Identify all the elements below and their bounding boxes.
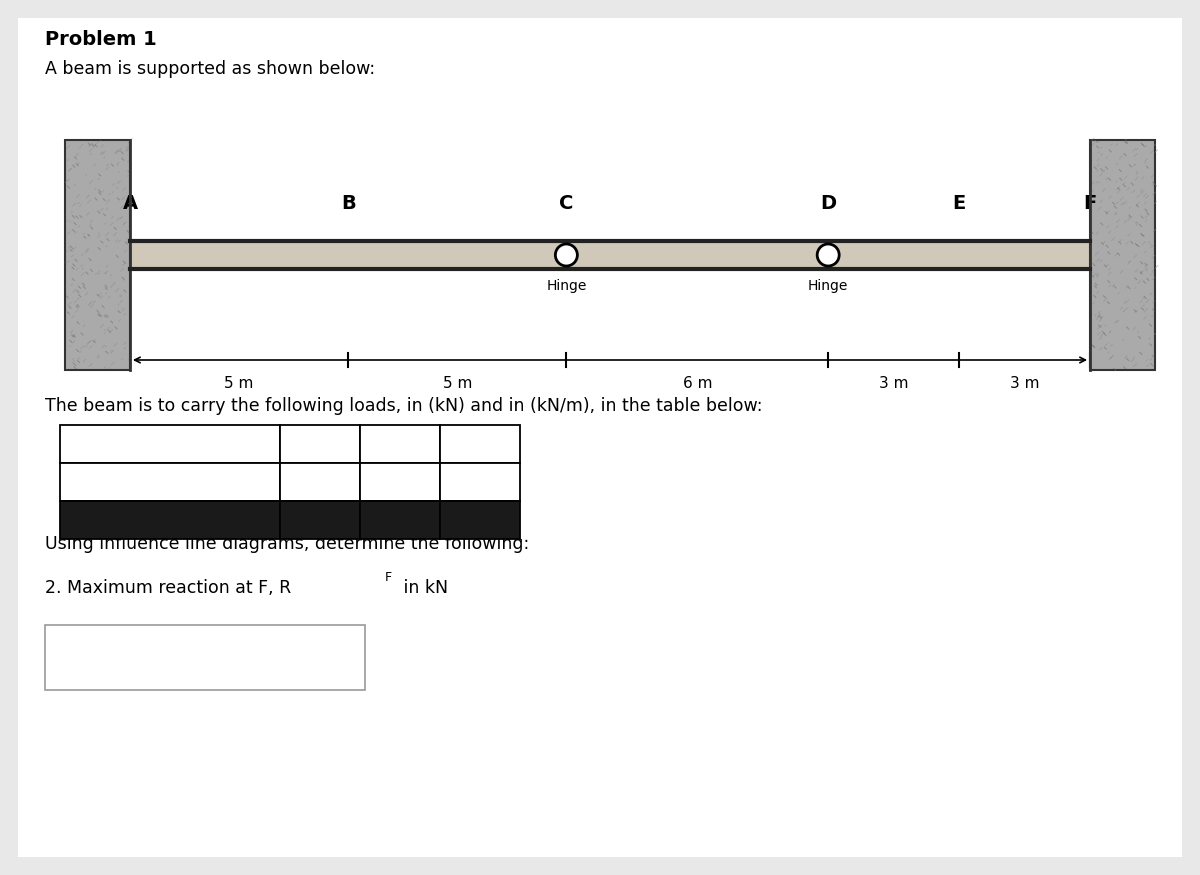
Bar xyxy=(1090,140,1154,370)
Bar xyxy=(60,463,280,501)
Text: W(LL): W(LL) xyxy=(376,437,425,452)
Text: E: E xyxy=(953,194,966,213)
Text: 5 m: 5 m xyxy=(224,376,253,391)
Text: 2. Maximum reaction at F, R: 2. Maximum reaction at F, R xyxy=(46,579,292,597)
Circle shape xyxy=(817,244,839,266)
Text: 25: 25 xyxy=(390,474,409,489)
Text: P(LL): P(LL) xyxy=(458,437,502,452)
Text: in kN: in kN xyxy=(398,579,448,597)
Bar xyxy=(60,425,280,463)
Bar xyxy=(440,501,520,539)
Text: F: F xyxy=(385,571,392,584)
Bar xyxy=(440,425,520,463)
Text: 40: 40 xyxy=(470,474,490,489)
Text: F: F xyxy=(1084,194,1097,213)
Text: W(DL): W(DL) xyxy=(294,437,347,452)
Text: SET 1 (1,2,3,4,5): SET 1 (1,2,3,4,5) xyxy=(106,474,234,489)
Text: 20: 20 xyxy=(311,474,330,489)
Bar xyxy=(46,625,365,690)
Bar xyxy=(280,425,360,463)
Text: LOAD: LOAD xyxy=(146,437,193,452)
Text: A beam is supported as shown below:: A beam is supported as shown below: xyxy=(46,60,376,78)
Text: The beam is to carry the following loads, in (kN) and in (kN/m), in the table be: The beam is to carry the following loads… xyxy=(46,397,762,415)
Text: C: C xyxy=(559,194,574,213)
Bar xyxy=(130,241,1090,269)
Circle shape xyxy=(556,244,577,266)
Text: SE: SE xyxy=(161,513,179,527)
Bar xyxy=(360,463,440,501)
Bar xyxy=(360,501,440,539)
Bar xyxy=(360,425,440,463)
Bar xyxy=(280,463,360,501)
Text: 6 m: 6 m xyxy=(683,376,712,391)
Text: Problem 1: Problem 1 xyxy=(46,30,157,49)
Text: A: A xyxy=(122,194,138,213)
Bar xyxy=(280,501,360,539)
Bar xyxy=(65,140,130,370)
Bar xyxy=(440,463,520,501)
Text: Hinge: Hinge xyxy=(546,279,587,293)
Text: Using influence line diagrams, determine the following:: Using influence line diagrams, determine… xyxy=(46,535,529,553)
Text: B: B xyxy=(341,194,355,213)
Text: 3 m: 3 m xyxy=(878,376,908,391)
Text: 5 m: 5 m xyxy=(443,376,472,391)
Text: D: D xyxy=(820,194,836,213)
Bar xyxy=(60,501,280,539)
Text: Hinge: Hinge xyxy=(808,279,848,293)
Text: 3 m: 3 m xyxy=(1009,376,1039,391)
